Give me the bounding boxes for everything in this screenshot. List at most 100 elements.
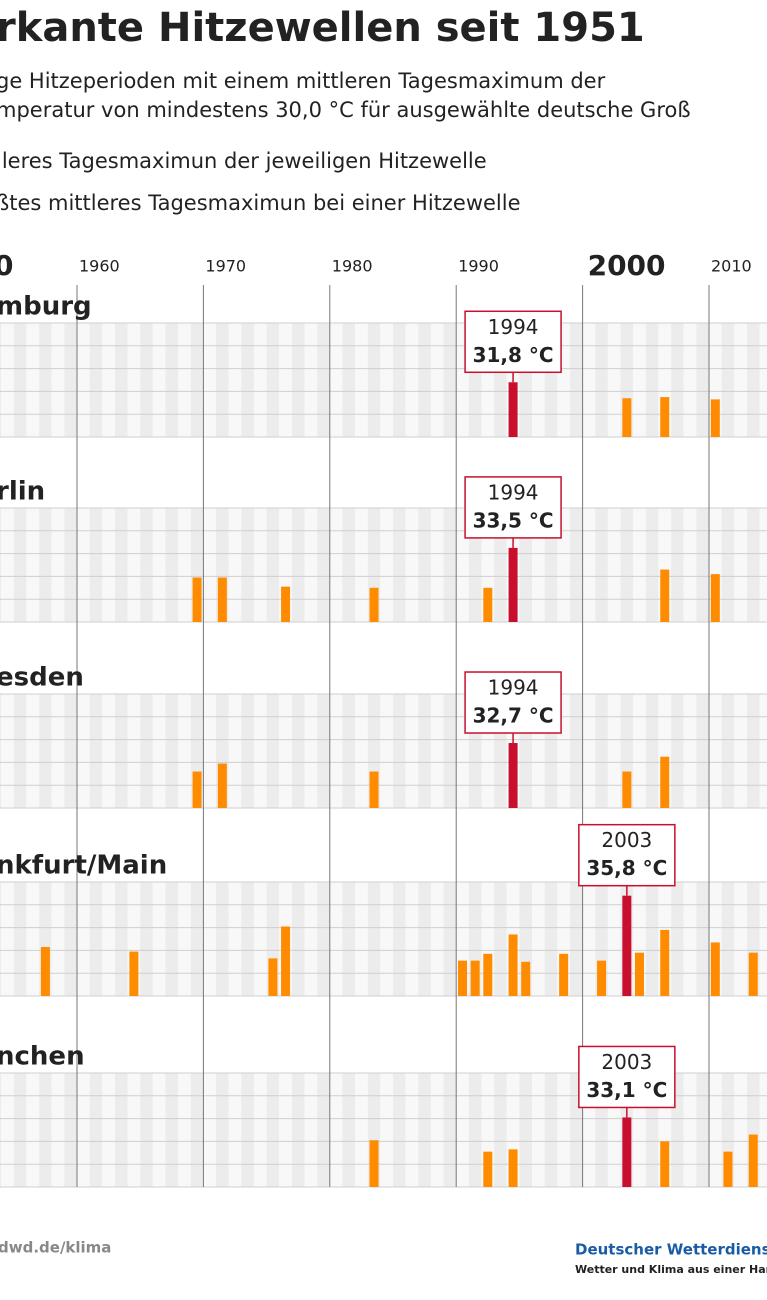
stripe: [329, 694, 343, 808]
bar: [483, 587, 493, 622]
stripe: [393, 1073, 406, 1187]
stripe: [228, 1073, 242, 1187]
stripe: [683, 323, 697, 437]
stripe: [569, 694, 583, 808]
stripe: [355, 882, 368, 996]
bar: [508, 743, 518, 808]
stripe: [253, 508, 267, 622]
stripe: [734, 1073, 747, 1187]
annotation-value: 31,8 °C: [473, 343, 554, 367]
stripe: [152, 1073, 166, 1187]
stripe: [671, 694, 684, 808]
stripe: [721, 323, 735, 437]
stripe: [253, 323, 267, 437]
stripe: [645, 323, 659, 437]
stripe: [683, 694, 697, 808]
stripe: [595, 323, 608, 437]
stripe: [696, 508, 709, 622]
stripe: [317, 323, 330, 437]
bar: [710, 574, 720, 622]
stripe: [317, 694, 330, 808]
stripe: [39, 323, 52, 437]
stripe: [405, 1073, 419, 1187]
stripe: [746, 323, 760, 437]
stripe: [291, 323, 305, 437]
stripe: [165, 694, 179, 808]
stripe: [127, 694, 141, 808]
stripe: [216, 1073, 229, 1187]
stripe: [380, 508, 393, 622]
stripe: [51, 882, 65, 996]
stripe: [569, 323, 583, 437]
stripe: [165, 882, 179, 996]
annotation-year: 1994: [488, 676, 539, 700]
annotation-box: [464, 310, 562, 374]
stripe: [633, 508, 646, 622]
bar: [660, 929, 670, 996]
panel-title: nchen: [0, 1042, 85, 1072]
source: dwd.de/klima: [0, 1239, 111, 1257]
annotation-box: [464, 476, 562, 539]
stripe: [26, 1073, 40, 1187]
bar: [508, 934, 518, 996]
stripe: [721, 882, 735, 996]
annotation-box: [464, 671, 562, 734]
bar: [622, 895, 632, 996]
stripe: [721, 508, 735, 622]
stripe: [367, 882, 381, 996]
stripe: [178, 508, 191, 622]
stripe: [304, 694, 318, 808]
x-tick-label: 2010: [711, 257, 752, 276]
stripe: [734, 694, 747, 808]
stripe: [696, 1073, 709, 1187]
annotation-value: 35,8 °C: [586, 856, 667, 880]
stripe: [443, 323, 457, 437]
annotation-box: [578, 823, 676, 887]
stripe: [645, 508, 659, 622]
bar: [281, 926, 291, 996]
stripe: [342, 323, 356, 437]
stripe: [77, 508, 90, 622]
panel-title: rlin: [0, 477, 45, 507]
stripe: [114, 508, 128, 622]
bar: [192, 577, 202, 622]
bar: [217, 577, 227, 622]
stripe: [418, 1073, 431, 1187]
legend-label: ßtes mittleres Tagesmaximun bei einer Hi…: [0, 191, 521, 215]
stripe: [241, 508, 254, 622]
stripe: [342, 508, 356, 622]
stripe: [203, 694, 217, 808]
stripe: [304, 508, 318, 622]
stripe: [178, 323, 191, 437]
annotation-year: 2003: [601, 828, 652, 852]
stripe: [266, 323, 280, 437]
stripe: [696, 694, 709, 808]
stripe: [683, 1073, 697, 1187]
stripe: [734, 882, 747, 996]
stripe: [582, 508, 596, 622]
stripe: [1, 1073, 14, 1187]
stripe: [127, 1073, 141, 1187]
stripe: [216, 882, 229, 996]
stripe: [380, 323, 393, 437]
bar: [723, 1151, 733, 1187]
x-tick-label: 1990: [458, 257, 499, 276]
stripe: [405, 508, 419, 622]
stripe: [165, 1073, 179, 1187]
stripe: [0, 882, 2, 996]
annotation-value: 33,5 °C: [473, 508, 554, 532]
stripe: [329, 323, 343, 437]
stripe: [696, 882, 709, 996]
stripe: [304, 1073, 318, 1187]
stripe: [304, 882, 318, 996]
stripe: [633, 694, 646, 808]
stripe: [430, 882, 444, 996]
stripe: [620, 508, 634, 622]
stripe: [152, 694, 166, 808]
stripe: [114, 882, 128, 996]
bar: [634, 952, 644, 996]
stripe: [582, 882, 596, 996]
stripe: [746, 508, 760, 622]
stripe: [317, 882, 330, 996]
